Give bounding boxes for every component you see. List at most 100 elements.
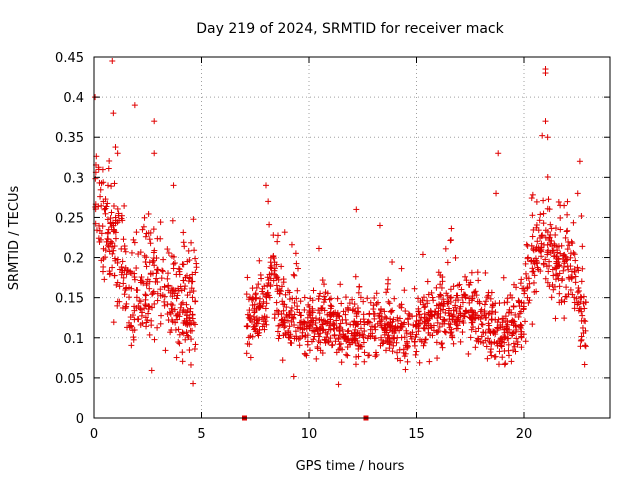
data-point (439, 278, 446, 285)
data-point (178, 301, 185, 308)
data-point (279, 357, 286, 364)
data-point (181, 243, 188, 250)
data-point (185, 247, 192, 254)
data-point (316, 333, 323, 340)
data-point (499, 336, 506, 343)
data-point (110, 203, 117, 210)
data-point (296, 342, 303, 349)
data-point (261, 313, 268, 320)
data-point (175, 285, 182, 292)
data-point (355, 289, 362, 296)
data-point (279, 298, 286, 305)
data-point (413, 312, 420, 319)
data-point (315, 245, 322, 252)
data-point (470, 309, 477, 316)
data-point (562, 234, 569, 241)
data-point (324, 290, 331, 297)
data-point (259, 323, 266, 330)
data-point (390, 334, 397, 341)
data-point (130, 334, 137, 341)
data-point (162, 347, 169, 354)
data-point (497, 342, 504, 349)
data-point (371, 315, 378, 322)
data-point (512, 328, 519, 335)
data-point (540, 210, 547, 217)
data-point (529, 268, 536, 275)
data-point (582, 327, 589, 334)
data-point (415, 308, 422, 315)
data-point (173, 295, 180, 302)
data-point (582, 342, 589, 349)
data-point (294, 306, 301, 313)
y-tick-label: 0.4 (63, 91, 84, 106)
data-point (485, 335, 492, 342)
data-point (121, 291, 128, 298)
data-point (282, 291, 289, 298)
data-point (538, 253, 545, 260)
data-point (416, 359, 423, 366)
data-point (383, 289, 390, 296)
data-point (526, 280, 533, 287)
data-point (167, 310, 174, 317)
data-point (546, 236, 553, 243)
data-point (421, 339, 428, 346)
data-point (105, 243, 112, 250)
x-tick-label: 5 (197, 427, 205, 442)
data-point (561, 251, 568, 258)
data-point (396, 303, 403, 310)
data-point (382, 324, 389, 331)
data-point (170, 265, 177, 272)
data-points (92, 58, 589, 388)
data-point (418, 338, 425, 345)
data-point (482, 314, 489, 321)
data-point (422, 336, 429, 343)
data-point (581, 305, 588, 312)
data-point (499, 354, 506, 361)
data-point (389, 259, 396, 266)
data-point (158, 312, 165, 319)
data-point (444, 259, 451, 266)
data-point (564, 211, 571, 218)
data-point (335, 336, 342, 343)
data-point (515, 297, 522, 304)
data-point (275, 322, 282, 329)
data-point (187, 305, 194, 312)
data-point (474, 269, 481, 276)
data-point (278, 316, 285, 323)
data-point (191, 346, 198, 353)
data-point (530, 279, 537, 286)
data-point (291, 321, 298, 328)
data-point (524, 294, 531, 301)
data-point (436, 323, 443, 330)
data-point (278, 283, 285, 290)
data-point (382, 347, 389, 354)
data-point (113, 281, 120, 288)
data-point (319, 350, 326, 357)
data-point (283, 314, 290, 321)
data-point (154, 266, 161, 273)
data-point (147, 240, 154, 247)
data-point (429, 294, 436, 301)
data-point (320, 326, 327, 333)
data-point (327, 335, 334, 342)
data-point (372, 323, 379, 330)
data-point (571, 251, 578, 258)
data-point (552, 315, 559, 322)
data-point (131, 102, 138, 109)
data-point (415, 295, 422, 302)
data-point (386, 345, 393, 352)
data-point (336, 326, 343, 333)
data-point (426, 358, 433, 365)
data-point (128, 342, 135, 349)
data-point (576, 158, 583, 165)
data-point (364, 295, 371, 302)
data-point (343, 351, 350, 358)
data-point (481, 301, 488, 308)
data-point (355, 320, 362, 327)
data-point (190, 216, 197, 223)
data-point (350, 321, 357, 328)
data-point (290, 271, 297, 278)
data-point (109, 240, 116, 247)
data-point (244, 274, 251, 281)
data-point (575, 267, 582, 274)
